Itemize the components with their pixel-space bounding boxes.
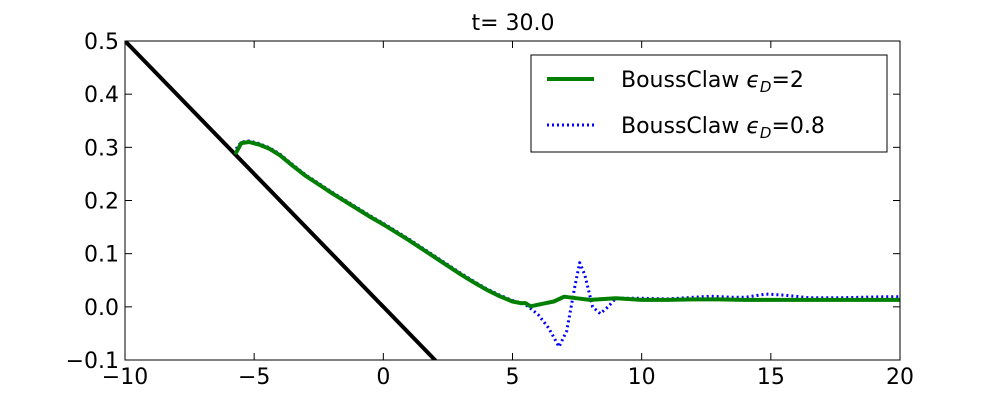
x-tick-label: −5 bbox=[238, 365, 270, 390]
y-tick-label: −0.1 bbox=[66, 349, 119, 374]
y-tick-label: 0.1 bbox=[84, 243, 119, 268]
x-tick-label: 0 bbox=[376, 365, 390, 390]
series-line-0 bbox=[234, 140, 900, 309]
y-tick-label: 0.3 bbox=[84, 136, 119, 161]
x-tick-label: −10 bbox=[102, 365, 148, 390]
x-tick-label: 5 bbox=[506, 365, 520, 390]
legend: BoussClaw ϵD=2 BoussClaw ϵD=0.8 bbox=[530, 54, 888, 153]
x-tick-label: 20 bbox=[886, 365, 914, 390]
axes: −10 −5 0 5 10 15 20 −0.1 0.0 0.1 0.2 0.3 0.4 0.5 bbox=[66, 30, 914, 390]
y-tick-label: 0.5 bbox=[84, 30, 119, 55]
y-tick-label: 0.4 bbox=[84, 83, 119, 108]
legend-box bbox=[530, 54, 888, 153]
series-layer bbox=[125, 41, 900, 360]
series-line-2 bbox=[125, 41, 437, 360]
y-tick-label: 0.2 bbox=[84, 190, 119, 215]
chart-title: t= 30.0 bbox=[471, 11, 554, 36]
x-tick-label: 15 bbox=[757, 365, 785, 390]
legend-label: BoussClaw ϵD=2 bbox=[621, 68, 804, 96]
x-tick-label: 10 bbox=[628, 365, 656, 390]
y-tick-label: 0.0 bbox=[84, 296, 119, 321]
legend-label: BoussClaw ϵD=0.8 bbox=[621, 114, 825, 142]
series-line-1 bbox=[234, 139, 900, 349]
